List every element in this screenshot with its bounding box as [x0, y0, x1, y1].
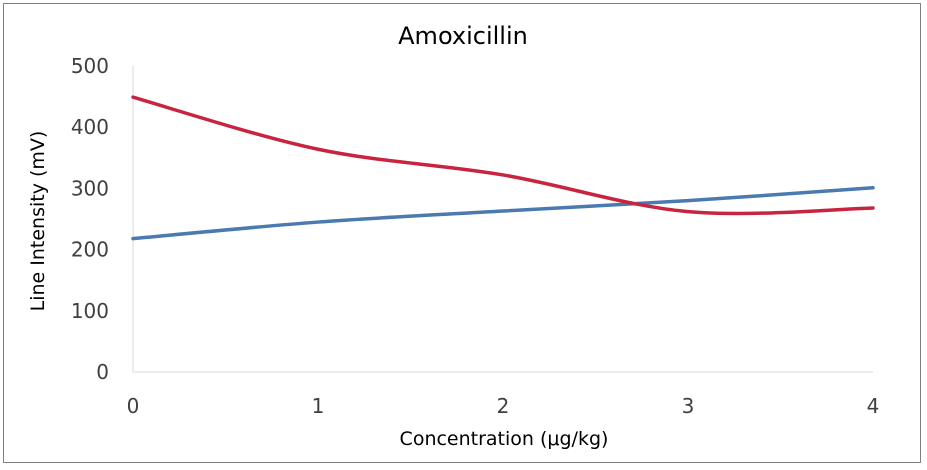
y-tick-label: 200	[71, 238, 109, 262]
x-tick-label: 3	[682, 394, 695, 418]
y-tick-label: 300	[71, 176, 109, 200]
y-tick-label: 100	[71, 299, 109, 323]
x-tick-label: 2	[497, 394, 510, 418]
x-tick-label: 4	[867, 394, 880, 418]
y-tick-label: 0	[96, 360, 109, 384]
series-group	[131, 95, 875, 241]
x-tick-label: 1	[312, 394, 325, 418]
series-line-2	[131, 95, 875, 216]
series-line-1	[131, 186, 875, 241]
x-axis-ticks: 0 1 2 3 4	[127, 394, 880, 418]
chart-frame	[3, 3, 921, 463]
x-axis-title: Concentration (μg/kg)	[400, 428, 609, 450]
y-axis-title: Line Intensity (mV)	[27, 131, 49, 312]
y-tick-label: 500	[71, 54, 109, 78]
chart-title: Amoxicillin	[398, 22, 528, 50]
x-tick-label: 0	[127, 394, 140, 418]
y-tick-label: 400	[71, 115, 109, 139]
y-axis-ticks: 0 100 200 300 400 500	[71, 54, 109, 384]
